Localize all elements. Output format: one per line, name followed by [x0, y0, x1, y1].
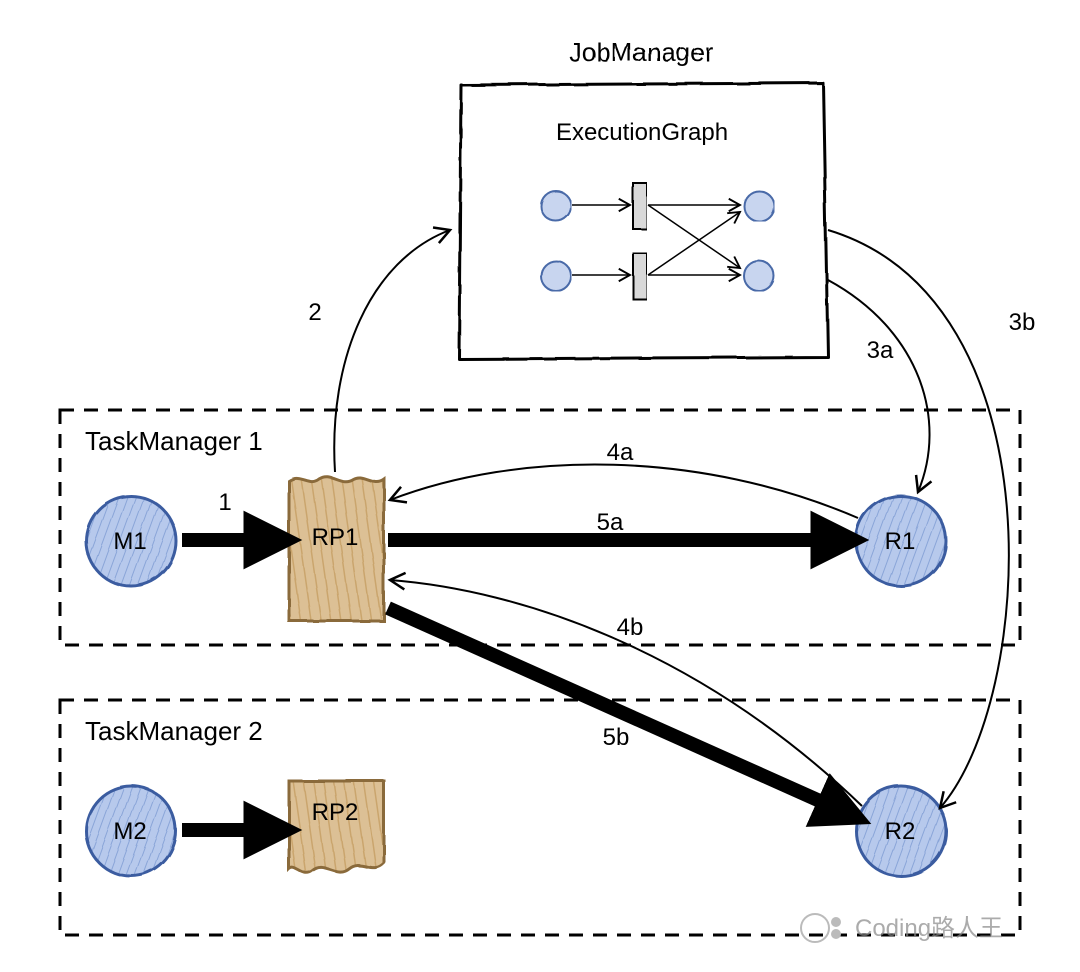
edge-3a-label: 3a: [867, 337, 894, 364]
watermark: Coding路人王: [801, 914, 1003, 942]
node-m1-label: M1: [113, 528, 146, 555]
node-r1-label: R1: [885, 528, 916, 555]
node-r2-label: R2: [885, 818, 916, 845]
node-m2-label: M2: [113, 818, 146, 845]
edge-4a: [390, 464, 858, 518]
edge-3a: [828, 280, 930, 492]
watermark-text: Coding路人王: [855, 915, 1003, 942]
diagram-canvas: JobManager ExecutionGraph TaskManager 1 …: [0, 0, 1080, 972]
edge-5a-label: 5a: [597, 509, 624, 536]
node-m2: M2: [85, 785, 175, 875]
node-r2: R2: [855, 785, 945, 875]
edge-5b-label: 5b: [603, 724, 630, 751]
edge-1-label: 1: [218, 489, 231, 516]
node-r1: R1: [855, 495, 945, 585]
taskmanager1-title: TaskManager 1: [85, 426, 263, 456]
executiongraph-contents: [540, 182, 773, 298]
edge-4a-label: 4a: [607, 439, 634, 466]
edge-2: [334, 230, 450, 472]
edge-4b-label: 4b: [617, 614, 644, 641]
node-rp1: RP1: [288, 476, 383, 620]
node-rp2-label: RP2: [312, 799, 359, 826]
node-rp1-label: RP1: [312, 524, 359, 551]
taskmanager2-title: TaskManager 2: [85, 716, 263, 746]
node-m1: M1: [85, 495, 175, 585]
edge-2-label: 2: [308, 299, 321, 326]
jobmanager-title: JobManager: [568, 36, 713, 66]
executiongraph-title: ExecutionGraph: [556, 119, 728, 146]
node-rp2: RP2: [288, 780, 383, 872]
edge-3b-label: 3b: [1009, 309, 1036, 336]
